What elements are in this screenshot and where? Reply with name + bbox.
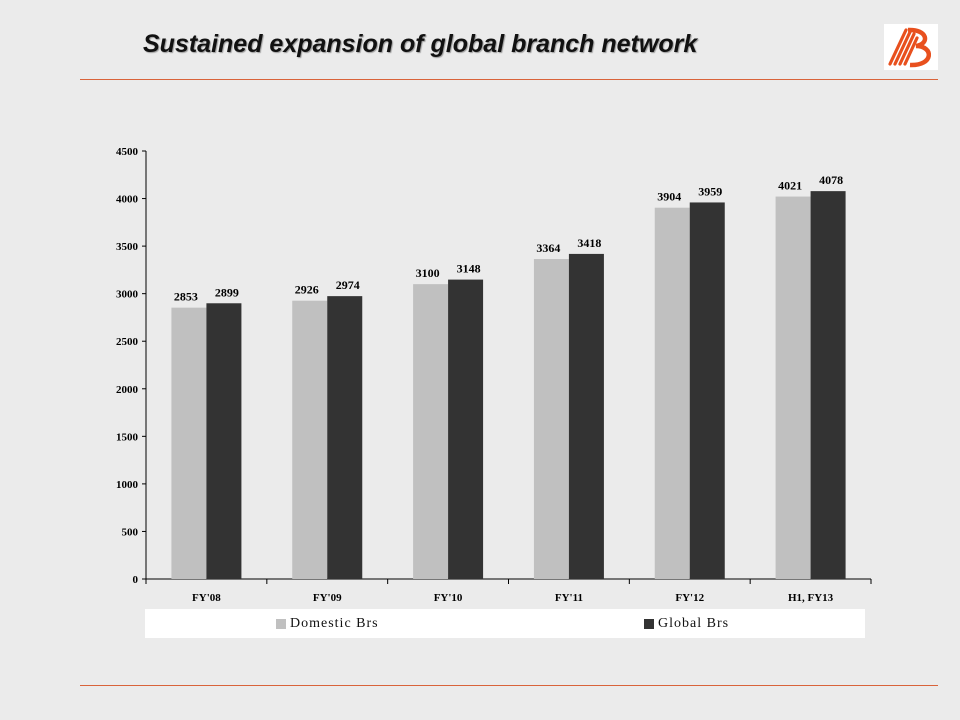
y-tick-label: 2500	[116, 336, 139, 348]
bar-domestic	[171, 307, 207, 579]
legend-item-global: Global Brs	[644, 615, 729, 632]
data-label-global: 2974	[336, 278, 360, 292]
legend-item-domestic: Domestic Brs	[276, 615, 379, 632]
bank-logo-icon	[884, 24, 938, 70]
footer-divider	[80, 685, 938, 686]
y-tick-label: 0	[133, 574, 139, 586]
data-label-domestic: 3364	[536, 241, 560, 255]
bar-global	[810, 191, 846, 579]
y-tick-label: 2000	[116, 384, 139, 396]
data-label-domestic: 2926	[295, 283, 319, 297]
y-tick-label: 4500	[116, 146, 139, 158]
data-label-domestic: 3904	[657, 190, 681, 204]
legend-swatch-global	[644, 618, 654, 629]
bar-global	[206, 303, 242, 579]
bar-domestic	[292, 300, 328, 579]
legend-label-global: Global Brs	[658, 615, 730, 631]
x-tick-label: H1, FY13	[788, 592, 834, 604]
bar-global	[448, 279, 484, 579]
data-label-global: 3959	[698, 184, 722, 198]
legend-swatch-domestic	[276, 618, 286, 629]
bar-global	[689, 202, 725, 579]
slide-title: Sustained expansion of global branch net…	[143, 30, 698, 58]
data-label-global: 4078	[819, 173, 843, 187]
data-label-global: 2899	[215, 285, 239, 299]
y-tick-label: 1500	[116, 431, 139, 443]
x-tick-label: FY'08	[192, 592, 221, 604]
data-label-domestic: 2853	[174, 290, 198, 304]
legend-label-domestic: Domestic Brs	[290, 615, 379, 631]
chart-legend: Domestic Brs Global Brs	[145, 609, 865, 638]
bar-domestic	[654, 207, 690, 579]
y-tick-label: 500	[122, 526, 139, 538]
x-tick-label: FY'10	[434, 592, 463, 604]
x-tick-label: FY'12	[675, 592, 704, 604]
x-tick-label: FY'09	[313, 592, 342, 604]
data-label-global: 3148	[457, 262, 481, 276]
bar-global	[568, 253, 604, 579]
bar-domestic	[413, 284, 449, 579]
header-divider	[80, 79, 938, 80]
y-tick-label: 4000	[116, 194, 139, 206]
bar-domestic	[533, 259, 569, 579]
y-tick-label: 1000	[116, 479, 139, 491]
data-label-domestic: 3100	[416, 266, 440, 280]
bar-global	[327, 296, 363, 579]
x-tick-label: FY'11	[555, 592, 583, 604]
data-label-global: 3418	[577, 236, 601, 250]
y-tick-label: 3500	[116, 241, 139, 253]
data-label-domestic: 4021	[778, 179, 802, 193]
y-tick-label: 3000	[116, 289, 139, 301]
bar-domestic	[775, 196, 811, 579]
